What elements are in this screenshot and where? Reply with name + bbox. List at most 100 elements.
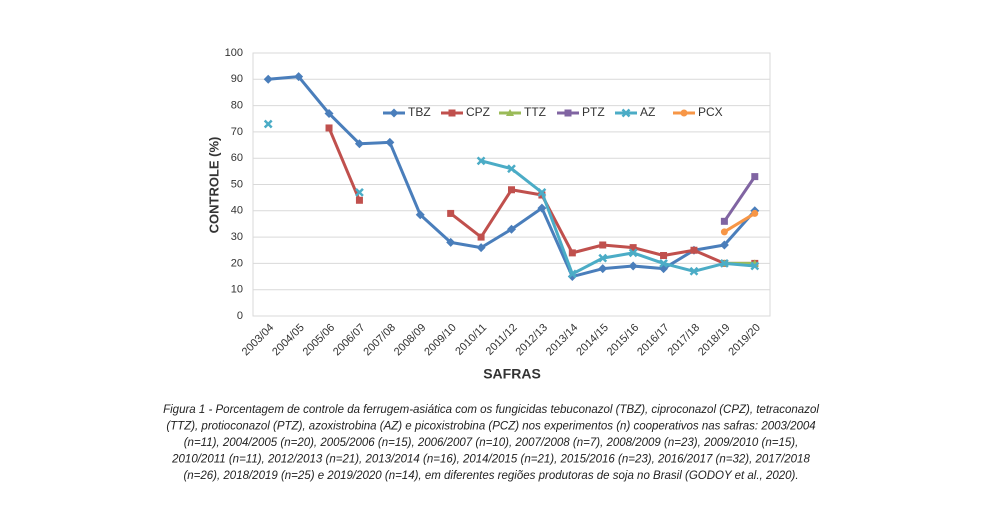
y-tick-label: 80 xyxy=(231,100,243,112)
marker xyxy=(719,240,729,250)
caption-line: (n=11), 2004/2005 (n=20), 2005/2006 (n=1… xyxy=(184,437,799,449)
marker xyxy=(476,243,486,253)
legend-item: PCX xyxy=(673,105,723,119)
marker xyxy=(354,139,364,149)
y-tick-label: 50 xyxy=(231,178,243,190)
x-tick-label: 2007/08 xyxy=(361,322,398,359)
marker xyxy=(720,228,728,236)
marker xyxy=(659,259,668,268)
marker xyxy=(689,266,699,276)
legend-item: CPZ xyxy=(441,105,490,119)
y-tick-label: 40 xyxy=(231,205,243,217)
legend-label: TBZ xyxy=(408,105,431,119)
marker xyxy=(263,74,273,84)
x-tick-label: 2012/13 xyxy=(513,322,550,359)
marker xyxy=(325,124,333,132)
marker xyxy=(446,237,456,247)
y-tick-label: 90 xyxy=(231,73,243,85)
x-tick-label: 2015/16 xyxy=(605,322,642,359)
series-line xyxy=(449,188,755,265)
marker xyxy=(680,109,688,117)
x-tick-label: 2011/12 xyxy=(484,322,520,358)
marker xyxy=(690,246,698,254)
x-tick-label: 2019/20 xyxy=(726,322,763,359)
marker xyxy=(415,210,425,220)
y-tick-label: 70 xyxy=(231,126,243,138)
y-tick-label: 10 xyxy=(231,284,243,296)
legend-item: PTZ xyxy=(557,105,605,119)
marker xyxy=(564,109,572,117)
x-tick-label: 2003/04 xyxy=(240,322,277,359)
y-tick-label: 100 xyxy=(225,47,243,59)
marker xyxy=(507,164,516,174)
caption-line: (TTZ), protioconazol (PTZ), azoxistrobin… xyxy=(166,421,815,433)
marker xyxy=(448,109,456,117)
legend-label: PTZ xyxy=(582,105,605,119)
x-tick-label: 2006/07 xyxy=(331,322,368,359)
series-line xyxy=(327,127,361,201)
marker xyxy=(355,188,364,197)
marker xyxy=(263,119,273,129)
marker xyxy=(447,209,455,217)
marker xyxy=(385,137,395,147)
marker xyxy=(660,252,668,260)
marker xyxy=(537,188,547,197)
x-tick-label: 2008/09 xyxy=(392,322,429,359)
marker xyxy=(477,233,485,241)
marker xyxy=(507,224,516,234)
x-tick-label: 2004/05 xyxy=(270,322,307,359)
series-line xyxy=(268,75,756,279)
x-axis-label: SAFRAS xyxy=(483,366,541,382)
y-tick-label: 0 xyxy=(237,310,243,322)
marker xyxy=(508,186,515,194)
legend-label: AZ xyxy=(640,105,655,119)
series-line xyxy=(723,212,756,234)
x-tick-label: 2016/17 xyxy=(635,322,672,359)
y-axis-label: CONTROLE (%) xyxy=(206,137,221,234)
caption-line: 2010/2011 (n=11), 2012/2013 (n=21), 2013… xyxy=(171,454,810,466)
legend-item: TTZ xyxy=(499,105,546,119)
legend-item: AZ xyxy=(615,105,655,119)
marker xyxy=(628,248,638,258)
x-tick-label: 2010/11 xyxy=(453,322,489,358)
marker xyxy=(598,253,608,263)
x-tick-label: 2009/10 xyxy=(422,322,459,359)
marker xyxy=(628,261,638,271)
legend-label: TTZ xyxy=(524,105,546,119)
marker xyxy=(506,109,514,116)
series-line xyxy=(723,175,757,223)
marker xyxy=(476,156,486,166)
marker xyxy=(599,241,607,249)
x-tick-label: 2013/14 xyxy=(544,322,581,359)
marker xyxy=(324,108,334,118)
marker xyxy=(629,244,637,252)
marker xyxy=(355,196,363,204)
marker xyxy=(621,108,631,118)
x-tick-label: 2017/18 xyxy=(666,322,703,359)
x-tick-label: 2005/06 xyxy=(301,322,338,359)
y-tick-label: 20 xyxy=(231,257,243,269)
y-tick-label: 30 xyxy=(231,231,243,243)
marker xyxy=(294,72,304,82)
legend-item: TBZ xyxy=(383,105,431,119)
marker xyxy=(751,173,759,181)
marker xyxy=(751,209,759,217)
marker xyxy=(598,264,608,274)
series-line xyxy=(480,159,755,276)
y-tick-label: 60 xyxy=(231,152,243,164)
marker xyxy=(567,269,577,279)
marker xyxy=(720,217,728,225)
legend-label: PCX xyxy=(698,105,723,119)
marker xyxy=(719,259,729,268)
x-tick-label: 2018/19 xyxy=(696,322,733,359)
caption-line: (n=26), 2018/2019 (n=25) e 2019/2020 (n=… xyxy=(183,470,798,482)
marker xyxy=(537,203,547,213)
marker xyxy=(750,261,760,271)
marker xyxy=(568,249,576,257)
marker xyxy=(389,108,399,118)
caption-line: Figura 1 - Porcentagem de controle da fe… xyxy=(163,404,819,416)
x-tick-label: 2014/15 xyxy=(574,322,611,359)
legend-label: CPZ xyxy=(466,105,490,119)
